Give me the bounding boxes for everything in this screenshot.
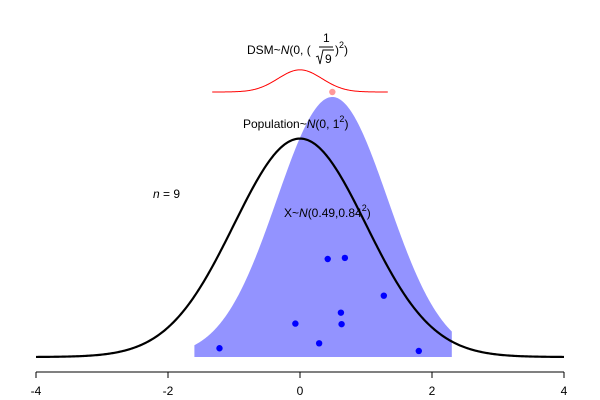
sample-label: X~N(0.49,0.842) — [284, 203, 371, 220]
sample-point — [415, 347, 422, 355]
sample-point — [292, 320, 299, 327]
population-density-curve — [35, 137, 565, 359]
svg-text:DSM~N(0, (: DSM~N(0, ( — [247, 43, 311, 57]
sample-point — [380, 292, 388, 299]
dsm-label: DSM~N(0, ( 1 9 )2) — [247, 31, 348, 66]
x-tick-label: 2 — [429, 384, 436, 398]
dsm-density-curve — [212, 69, 388, 93]
sample-point — [315, 340, 323, 347]
sample-point — [341, 254, 349, 262]
population-label: Population~N(0, 12) — [243, 114, 348, 131]
sample-point — [216, 345, 223, 352]
dsm-sqrt-sign — [315, 49, 334, 65]
dsm-frac-numerator: 1 — [323, 31, 330, 45]
x-axis: -4 -2 0 2 4 — [31, 371, 568, 398]
sample-point — [324, 255, 331, 263]
sample-point — [338, 320, 345, 328]
x-tick-label: 0 — [297, 384, 304, 398]
x-tick-label: 4 — [561, 384, 568, 398]
x-tick-label: -4 — [31, 384, 42, 398]
svg-text:)2): )2) — [335, 40, 348, 57]
sample-density-area — [194, 96, 452, 357]
dsm-frac-denominator: 9 — [325, 52, 332, 66]
dsm-mean-point — [329, 88, 336, 96]
x-tick-label: -2 — [163, 384, 174, 398]
sample-points — [216, 254, 422, 355]
sample-point — [337, 309, 345, 316]
x-ticks: -4 -2 0 2 4 — [31, 372, 568, 398]
n-annotation: n = 9 — [153, 187, 180, 201]
